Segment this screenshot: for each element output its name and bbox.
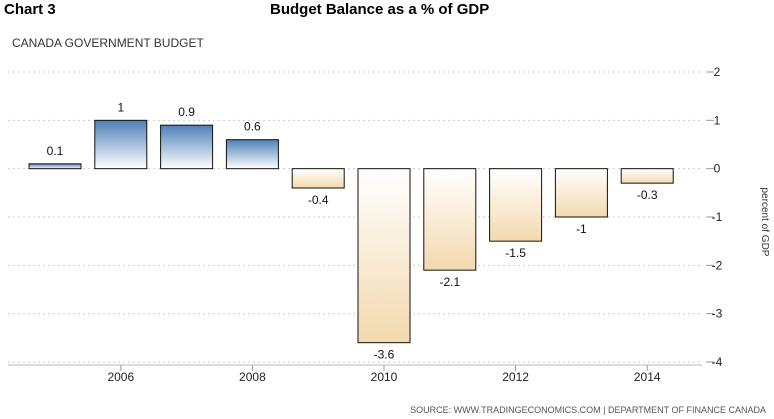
- bar-2006: [94, 119, 148, 170]
- bar-value-label: 0.1: [47, 144, 64, 158]
- chart-number-label: Chart 3: [4, 1, 56, 18]
- y-tick-label: -3: [712, 307, 723, 321]
- bar-2009: [291, 168, 345, 189]
- bar-value-label: -1.5: [505, 246, 526, 260]
- y-tick-label: 2: [714, 65, 721, 79]
- chart-title: Budget Balance as a % of GDP: [270, 1, 490, 18]
- y-tick-label: -2: [712, 258, 723, 272]
- bar-2012: [489, 168, 543, 242]
- bar-2005: [28, 163, 82, 170]
- y-axis-label: percent of GDP: [759, 188, 770, 257]
- y-tick-label: -4: [712, 355, 723, 369]
- bar-value-label: -1: [576, 222, 587, 236]
- x-tick-label: 2008: [239, 370, 266, 384]
- bar-value-label: -0.3: [637, 188, 658, 202]
- x-tick-label: 2006: [107, 370, 134, 384]
- source-note: SOURCE: WWW.TRADINGECONOMICS.COM | DEPAR…: [410, 405, 766, 415]
- bar-2014: [620, 168, 674, 184]
- y-tick-label: 0: [714, 162, 721, 176]
- y-tick-label: -1: [712, 210, 723, 224]
- bar-value-label: 1: [117, 100, 124, 114]
- bar-value-label: 0.9: [178, 105, 195, 119]
- x-tick-label: 2014: [634, 370, 661, 384]
- bar-2007: [160, 124, 214, 170]
- y-tick-label: 1: [714, 113, 721, 127]
- chart-subtitle: CANADA GOVERNMENT BUDGET: [12, 36, 204, 50]
- x-tick-label: 2010: [371, 370, 398, 384]
- bar-value-label: 0.6: [244, 120, 261, 134]
- bar-2008: [225, 139, 279, 170]
- bar-value-label: -2.1: [439, 275, 460, 289]
- bar-2011: [423, 168, 477, 271]
- bar-2010: [357, 168, 411, 344]
- bar-value-label: -0.4: [308, 193, 329, 207]
- bar-value-label: -3.6: [374, 348, 395, 362]
- bar-2013: [554, 168, 608, 218]
- x-tick-label: 2012: [502, 370, 529, 384]
